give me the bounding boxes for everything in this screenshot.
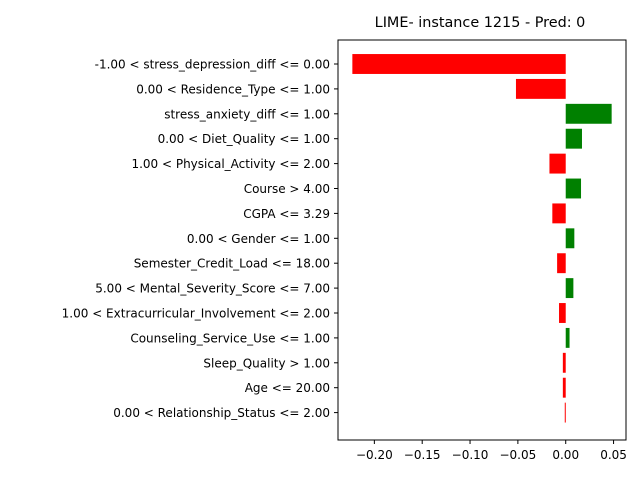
y-tick-label: -1.00 < stress_depression_diff <= 0.00: [95, 58, 330, 72]
x-tick-label: −0.10: [452, 448, 489, 462]
y-tick-label: Sleep_Quality > 1.00: [203, 356, 330, 370]
y-tick-label: Counseling_Service_Use <= 1.00: [130, 331, 330, 345]
bar: [565, 178, 582, 199]
y-tick-label: 5.00 < Mental_Severity_Score <= 7.00: [95, 282, 330, 296]
plot-frame: [337, 39, 627, 441]
bar: [565, 103, 612, 124]
y-tick-label: Age <= 20.00: [245, 381, 330, 395]
bar: [565, 228, 575, 249]
y-tick-label: Course > 4.00: [244, 182, 330, 196]
bar: [515, 78, 566, 99]
x-tick-label: 0.05: [600, 448, 627, 462]
bars-layer: [352, 54, 612, 423]
bar: [565, 327, 570, 348]
bar: [559, 303, 566, 323]
y-tick-label: 0.00 < Diet_Quality <= 1.00: [158, 132, 330, 146]
bar: [557, 253, 566, 274]
bar: [562, 377, 566, 398]
y-tick-label: 1.00 < Physical_Activity <= 2.00: [131, 157, 330, 171]
bar: [564, 402, 566, 423]
bar: [549, 153, 566, 174]
bar: [565, 278, 574, 299]
y-tick-label: stress_anxiety_diff <= 1.00: [164, 107, 330, 121]
bar: [352, 54, 566, 74]
y-tick-label: 0.00 < Relationship_Status <= 2.00: [113, 406, 330, 420]
axis-layer: -1.00 < stress_depression_diff <= 0.00 0.…: [62, 58, 627, 463]
y-tick-label: 0.00 < Residence_Type <= 1.00: [136, 82, 330, 96]
bar: [565, 128, 582, 149]
y-tick-label: 1.00 < Extracurricular_Involvement <= 2.…: [62, 307, 330, 321]
y-tick-label: Semester_Credit_Load <= 18.00: [134, 257, 330, 271]
x-tick-label: 0.00: [552, 448, 579, 462]
bar: [562, 352, 566, 373]
x-tick-label: −0.15: [404, 448, 441, 462]
bar: [552, 203, 566, 224]
chart-title: LIME- instance 1215 - Pred: 0: [375, 15, 586, 31]
x-tick-label: −0.20: [356, 448, 393, 462]
y-tick-label: 0.00 < Gender <= 1.00: [187, 232, 330, 246]
x-tick-label: −0.05: [499, 448, 536, 462]
y-tick-label: CGPA <= 3.29: [243, 207, 330, 221]
